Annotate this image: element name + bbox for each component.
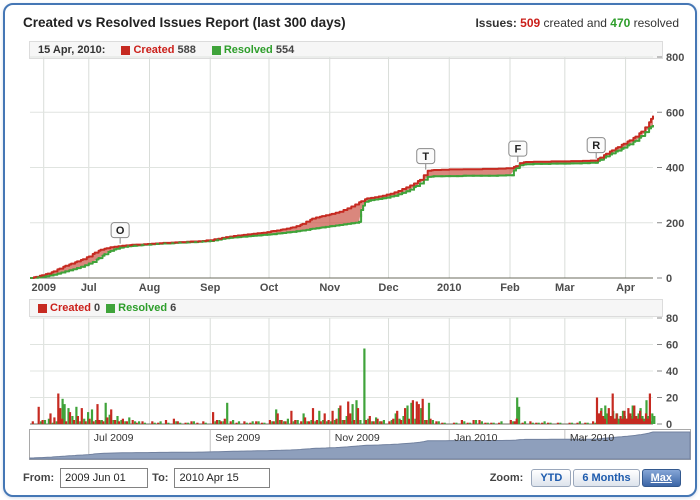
widget-header: Created vs Resolved Issues Report (last … xyxy=(23,15,679,35)
legend-created-label: Created xyxy=(133,44,175,56)
to-label: To: xyxy=(152,472,169,484)
svg-text:600: 600 xyxy=(666,107,684,119)
legend-resolved-label: Resolved xyxy=(118,302,168,314)
navigator-labels: Jul 2009 Sep 2009 Nov 2009 Jan 2010 Mar 2010 xyxy=(94,432,615,444)
svg-text:O: O xyxy=(116,225,125,237)
svg-text:Apr: Apr xyxy=(616,282,636,294)
flag-marker-t[interactable]: T xyxy=(416,148,436,170)
svg-text:Mar 2010: Mar 2010 xyxy=(570,432,615,444)
resolved-swatch-icon xyxy=(106,303,116,313)
svg-text:0: 0 xyxy=(666,419,672,431)
svg-text:800: 800 xyxy=(666,52,684,64)
legend-created-value: 0 xyxy=(94,302,101,314)
daily-bar-chart[interactable]: 0 20 40 60 80 xyxy=(29,313,699,441)
svg-text:80: 80 xyxy=(666,313,678,325)
svg-text:Feb: Feb xyxy=(500,282,520,294)
resolved-series-overlay xyxy=(30,125,654,279)
svg-text:Dec: Dec xyxy=(378,282,398,294)
legend-resolved-label: Resolved xyxy=(223,44,273,56)
svg-text:60: 60 xyxy=(666,340,678,352)
svg-text:Aug: Aug xyxy=(139,282,160,294)
legend-resolved-value: 6 xyxy=(170,302,177,314)
summary-created-count: 509 xyxy=(520,16,541,30)
svg-text:2009: 2009 xyxy=(31,282,55,294)
created-swatch-icon xyxy=(38,303,47,313)
svg-text:T: T xyxy=(422,151,429,163)
created-swatch-icon xyxy=(121,45,131,55)
summary-middle: created and xyxy=(540,16,611,30)
resolved-series-line xyxy=(30,125,654,279)
from-date-input[interactable] xyxy=(60,468,149,488)
created-series-line xyxy=(30,115,654,279)
svg-text:0: 0 xyxy=(666,273,672,285)
legend-created-item: Created 588 xyxy=(111,44,196,56)
svg-text:F: F xyxy=(514,144,521,156)
svg-text:Oct: Oct xyxy=(260,282,279,294)
issues-summary: Issues: 509 created and 470 resolved xyxy=(475,16,679,30)
daily-y-axis-labels: 0 20 40 60 80 xyxy=(657,313,678,431)
legend-resolved-value: 554 xyxy=(275,44,295,56)
zoom-button-6-months[interactable]: 6 Months xyxy=(573,469,640,487)
zoom-button-ytd[interactable]: YTD xyxy=(531,469,572,487)
range-navigator[interactable]: Jul 2009 Sep 2009 Nov 2009 Jan 2010 Mar 2010 xyxy=(29,429,693,460)
svg-text:Jul: Jul xyxy=(81,282,97,294)
svg-text:R: R xyxy=(592,140,600,152)
legend-resolved-item: Resolved 554 xyxy=(202,44,294,56)
main-cumulative-chart[interactable]: O T F R 2009 Jul Aug Sep Oct Nov Dec 2010 Feb Mar Apr 0… xyxy=(29,52,699,299)
svg-text:Nov: Nov xyxy=(319,282,341,294)
daily-bars xyxy=(31,348,656,425)
summary-suffix: resolved xyxy=(630,16,679,30)
navigator-area[interactable] xyxy=(29,431,691,460)
svg-text:Sep: Sep xyxy=(200,282,220,294)
resolved-swatch-icon xyxy=(211,45,221,55)
svg-text:Sep 2009: Sep 2009 xyxy=(215,432,260,444)
legend-created-item: Created 0 xyxy=(38,302,100,314)
svg-text:40: 40 xyxy=(666,366,678,378)
to-date-input[interactable] xyxy=(174,468,271,488)
main-y-axis-labels: 0 200 400 600 800 xyxy=(657,52,684,285)
svg-text:Jan 2010: Jan 2010 xyxy=(454,432,497,444)
main-chart-legend: 15 Apr, 2010: Created 588 Resolved 554 xyxy=(29,41,663,59)
created-resolved-gap-area xyxy=(30,115,653,278)
svg-text:Mar: Mar xyxy=(555,282,575,294)
svg-text:400: 400 xyxy=(666,163,684,175)
zoom-label: Zoom: xyxy=(489,472,524,484)
flag-marker-f[interactable]: F xyxy=(508,140,528,163)
flag-marker-o[interactable]: O xyxy=(110,222,130,244)
svg-text:2010: 2010 xyxy=(437,282,461,294)
main-x-axis-labels: 2009 Jul Aug Sep Oct Nov Dec 2010 Feb Mar Apr xyxy=(31,282,635,294)
daily-chart-legend: Created 0 Resolved 6 xyxy=(29,299,663,317)
flag-marker-r[interactable]: R xyxy=(586,137,606,159)
svg-text:Jul 2009: Jul 2009 xyxy=(94,432,134,444)
summary-resolved-count: 470 xyxy=(610,16,631,30)
created-vs-resolved-widget: Created vs Resolved Issues Report (last … xyxy=(3,3,697,497)
legend-resolved-item: Resolved 6 xyxy=(106,302,176,314)
summary-prefix: Issues: xyxy=(475,16,521,30)
svg-text:Nov 2009: Nov 2009 xyxy=(335,432,380,444)
from-label: From: xyxy=(23,472,55,484)
svg-text:200: 200 xyxy=(666,218,684,230)
page-title: Created vs Resolved Issues Report (last … xyxy=(23,15,346,30)
svg-text:20: 20 xyxy=(666,393,678,405)
legend-created-label: Created xyxy=(50,302,91,314)
zoom-button-max[interactable]: Max xyxy=(641,469,681,487)
legend-created-value: 588 xyxy=(177,44,196,56)
legend-date: 15 Apr, 2010: xyxy=(38,44,106,56)
zoom-button-group: YTD 6 Months Max xyxy=(529,469,681,487)
